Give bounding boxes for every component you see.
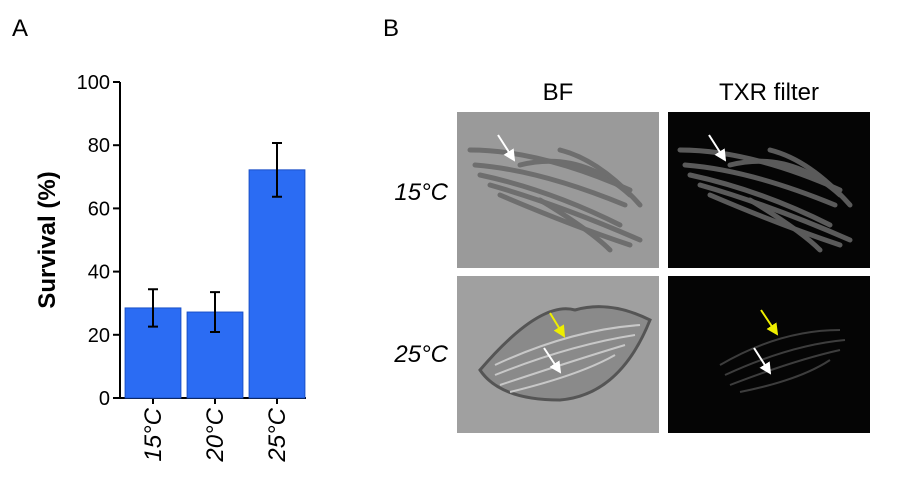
y-axis-label: Survival (%) <box>34 171 61 308</box>
row-label: 15°C <box>394 179 448 206</box>
error-bar <box>210 291 220 333</box>
x-tick-label: 15°C <box>140 407 167 461</box>
x-tick-label: 25°C <box>264 407 291 462</box>
panel-label: B <box>383 15 399 42</box>
y-tick-label: 20 <box>88 325 110 347</box>
micrograph-txr-15 <box>668 112 870 268</box>
column-label: BF <box>543 79 574 106</box>
column-label: TXR filter <box>719 79 819 106</box>
y-tick-label: 80 <box>88 135 110 157</box>
error-bar <box>272 141 282 198</box>
panel-label: A <box>12 15 28 42</box>
row-label: 25°C <box>393 341 448 368</box>
error-bar <box>148 288 158 328</box>
x-tick-label: 20°C <box>202 407 229 462</box>
y-tick-label: 40 <box>88 262 110 284</box>
micrograph-bf-15 <box>457 112 659 268</box>
y-tick-label: 100 <box>77 72 110 94</box>
y-tick-label: 60 <box>88 198 110 220</box>
micrograph-bf-25 <box>457 276 659 433</box>
y-tick-label: 0 <box>99 388 110 410</box>
micrograph-txr-25 <box>668 276 870 433</box>
bar <box>248 169 306 399</box>
